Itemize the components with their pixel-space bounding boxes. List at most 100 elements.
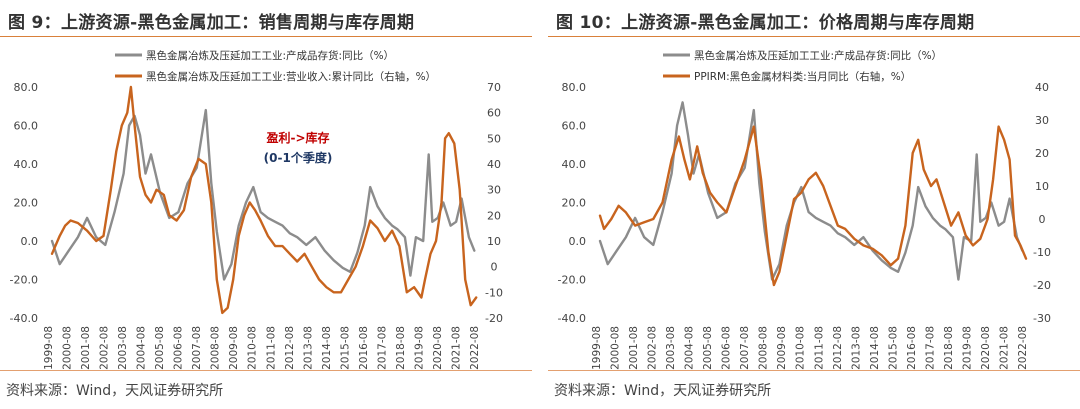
x-tick: 2002-08 <box>647 326 659 370</box>
y-tick-right: 60 <box>487 107 501 120</box>
x-tick: 2002-08 <box>99 326 111 370</box>
series-line <box>50 85 478 315</box>
x-tick: 2007-08 <box>191 326 203 370</box>
y-tick-right: 10 <box>487 235 501 248</box>
x-tick: 2017-08 <box>376 326 388 370</box>
x-tick: 2006-08 <box>721 326 733 370</box>
chart-panel-sales-inventory: 图 9：上游资源-黑色金属加工：销售周期与库存周期 黑色金属冶炼及压延加工工业:… <box>0 0 532 409</box>
y-tick-left: -40.0 <box>558 312 586 325</box>
y-tick-right: 10 <box>1035 180 1049 193</box>
x-tick: 2006-08 <box>173 326 185 370</box>
x-tick: 2003-08 <box>117 326 129 370</box>
x-tick: 1999-08 <box>43 326 55 370</box>
x-tick: 2019-08 <box>961 326 973 370</box>
y-tick-right: -20 <box>485 312 503 325</box>
y-tick-left: 80.0 <box>562 81 587 94</box>
series-line <box>598 101 1024 281</box>
title-divider <box>0 36 532 37</box>
x-tick: 2017-08 <box>924 326 936 370</box>
source-divider <box>548 370 1080 371</box>
x-tick: 2011-08 <box>265 326 277 370</box>
x-tick: 2015-08 <box>339 326 351 370</box>
x-tick: 2004-08 <box>136 326 148 370</box>
legend-label: 黑色金属冶炼及压延加工工业:营业收入:累计同比（右轴，%） <box>146 70 436 83</box>
y-tick-right: 20 <box>1035 147 1049 160</box>
y-tick-left: 80.0 <box>14 81 39 94</box>
x-tick: 2018-08 <box>943 326 955 370</box>
y-tick-right: -10 <box>485 286 503 299</box>
x-tick: 2022-08 <box>1017 326 1029 370</box>
x-tick: 2005-08 <box>702 326 714 370</box>
y-tick-right: 40 <box>487 158 501 171</box>
y-tick-right: 20 <box>487 209 501 222</box>
x-tick: 2016-08 <box>358 326 370 370</box>
legend-label: 黑色金属冶炼及压延加工工业:产成品存货:同比（%） <box>694 49 942 62</box>
source-divider <box>0 370 532 371</box>
x-tick: 2004-08 <box>684 326 696 370</box>
x-tick: 2007-08 <box>739 326 751 370</box>
legend-label: PPIRM:黑色金属材料类:当月同比（右轴，%） <box>694 70 911 83</box>
y-tick-right: -10 <box>1033 246 1051 259</box>
series-line <box>50 108 476 281</box>
x-tick: 2001-08 <box>80 326 92 370</box>
y-tick-right: 30 <box>487 184 501 197</box>
y-tick-right: 70 <box>487 81 501 94</box>
chart-svg: 黑色金属冶炼及压延加工工业:产成品存货:同比（%） 黑色金属冶炼及压延加工工业:营… <box>10 49 503 370</box>
x-tick: 2016-08 <box>906 326 918 370</box>
x-tick: 2022-08 <box>469 326 481 370</box>
y-tick-left: 60.0 <box>562 120 587 133</box>
y-tick-left: -20.0 <box>558 274 586 287</box>
x-tick: 2014-08 <box>321 326 333 370</box>
legend-label: 黑色金属冶炼及压延加工工业:产成品存货:同比（%） <box>146 49 394 62</box>
x-tick: 2013-08 <box>302 326 314 370</box>
y-tick-left: 0.0 <box>21 235 39 248</box>
chart-title: 图 9：上游资源-黑色金属加工：销售周期与库存周期 <box>8 13 415 33</box>
x-tick: 2005-08 <box>154 326 166 370</box>
y-tick-right: -30 <box>1033 312 1051 325</box>
chart-svg: 黑色金属冶炼及压延加工工业:产成品存货:同比（%） PPIRM:黑色金属材料类:当… <box>558 49 1051 370</box>
y-tick-right: 50 <box>487 132 501 145</box>
x-tick: 2008-08 <box>758 326 770 370</box>
x-tick: 1999-08 <box>591 326 603 370</box>
x-tick: 2001-08 <box>628 326 640 370</box>
x-tick: 2008-08 <box>210 326 222 370</box>
x-tick: 2003-08 <box>665 326 677 370</box>
x-tick: 2019-08 <box>413 326 425 370</box>
x-tick: 2009-08 <box>776 326 788 370</box>
chart-title: 图 10：上游资源-黑色金属加工：价格周期与库存周期 <box>556 13 975 33</box>
x-tick: 2012-08 <box>832 326 844 370</box>
x-tick: 2011-08 <box>813 326 825 370</box>
x-tick: 2021-08 <box>998 326 1010 370</box>
x-tick: 2009-08 <box>228 326 240 370</box>
x-tick: 2010-08 <box>795 326 807 370</box>
y-tick-right: 30 <box>1035 114 1049 127</box>
x-tick: 2013-08 <box>850 326 862 370</box>
x-tick: 2012-08 <box>284 326 296 370</box>
x-tick: 2018-08 <box>395 326 407 370</box>
y-tick-right: 40 <box>1035 81 1049 94</box>
y-tick-left: 20.0 <box>562 197 587 210</box>
y-tick-left: -20.0 <box>10 274 38 287</box>
x-tick: 2014-08 <box>869 326 881 370</box>
title-divider <box>548 36 1080 37</box>
y-tick-left: 0.0 <box>569 235 587 248</box>
y-tick-right: -20 <box>1033 279 1051 292</box>
annotation-text: 盈利->库存 <box>265 130 329 145</box>
x-tick: 2020-08 <box>432 326 444 370</box>
y-tick-left: 20.0 <box>14 197 39 210</box>
source-note: 资料来源：Wind，天风证券研究所 <box>6 383 224 399</box>
x-tick: 2000-08 <box>62 326 74 370</box>
chart-panel-price-inventory: 图 10：上游资源-黑色金属加工：价格周期与库存周期 黑色金属冶炼及压延加工工业… <box>548 0 1080 409</box>
y-tick-left: -40.0 <box>10 312 38 325</box>
x-tick: 2021-08 <box>450 326 462 370</box>
y-tick-left: 60.0 <box>14 120 39 133</box>
y-tick-right: 0 <box>491 261 498 274</box>
series-line <box>598 125 1028 287</box>
x-tick: 2020-08 <box>980 326 992 370</box>
x-tick: 2010-08 <box>247 326 259 370</box>
x-tick: 2000-08 <box>610 326 622 370</box>
y-tick-left: 40.0 <box>562 158 587 171</box>
y-tick-right: 0 <box>1039 213 1046 226</box>
source-note: 资料来源：Wind，天风证券研究所 <box>554 383 772 399</box>
annotation-text: (0-1个季度) <box>264 150 333 165</box>
